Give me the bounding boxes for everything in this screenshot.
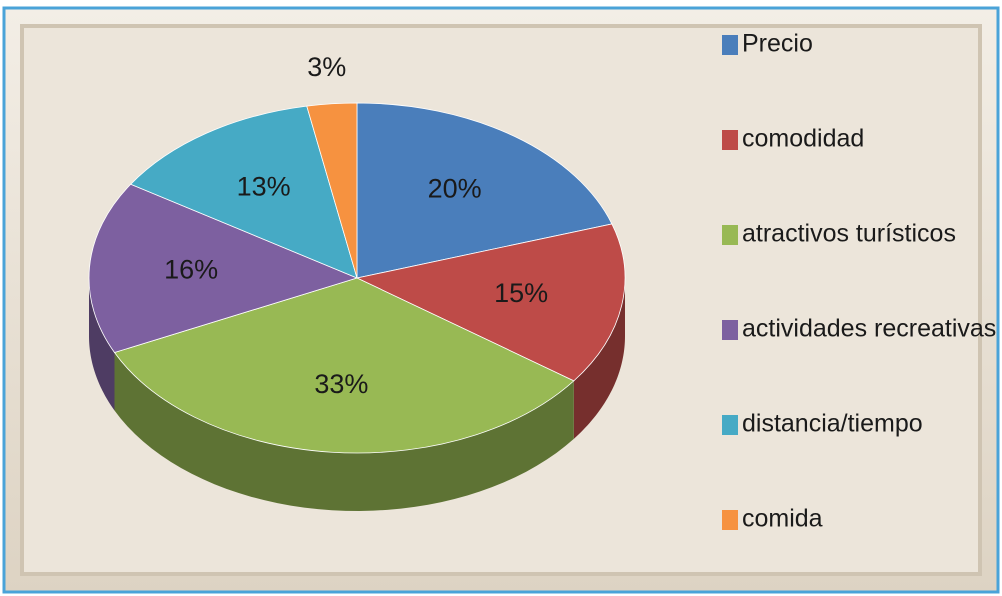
legend-label: actividades recreativas bbox=[742, 315, 996, 343]
pie: 20% 15% 33% 16% 13% 3% bbox=[88, 52, 626, 511]
slice-side bbox=[573, 278, 625, 439]
data-label: 33% bbox=[314, 369, 368, 399]
data-label: 13% bbox=[237, 171, 291, 201]
legend-label: comida bbox=[742, 505, 823, 533]
legend-swatch bbox=[722, 415, 738, 435]
slice bbox=[355, 223, 626, 382]
legend-label: distancia/tiempo bbox=[742, 410, 923, 438]
data-label: 15% bbox=[494, 278, 548, 308]
legend-label: Precio bbox=[742, 30, 813, 58]
legend: Precio comodidad atractivos turísticos acti… bbox=[722, 30, 996, 533]
slice bbox=[306, 102, 358, 279]
legend-label: comodidad bbox=[742, 125, 864, 153]
slice bbox=[130, 105, 358, 279]
data-label: 3% bbox=[307, 52, 346, 82]
slice-side bbox=[114, 352, 574, 511]
legend-swatch bbox=[722, 225, 738, 245]
legend-label: atractivos turísticos bbox=[742, 220, 956, 248]
slice bbox=[113, 277, 575, 454]
slice bbox=[88, 183, 359, 353]
legend-swatch bbox=[722, 35, 738, 55]
legend-swatch bbox=[722, 510, 738, 530]
legend-swatch bbox=[722, 130, 738, 150]
legend-swatch bbox=[722, 320, 738, 340]
data-label: 20% bbox=[428, 173, 482, 203]
data-label: 16% bbox=[164, 254, 218, 284]
slice-side bbox=[89, 278, 115, 411]
slice bbox=[356, 102, 613, 279]
